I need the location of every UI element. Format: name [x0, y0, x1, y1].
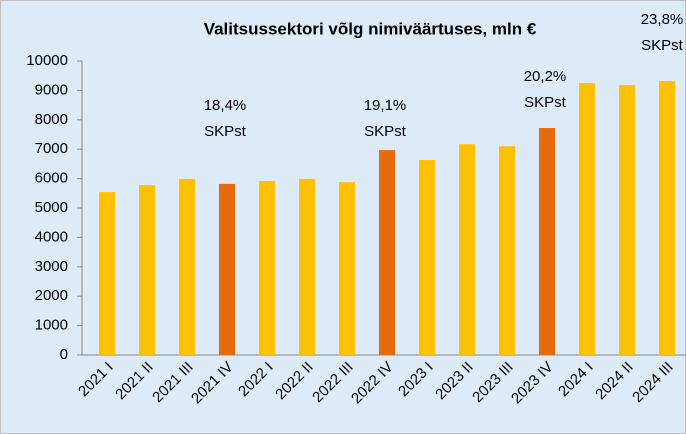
- bar: [139, 185, 155, 355]
- y-tick-label: 0: [60, 346, 68, 363]
- bar: [539, 128, 555, 355]
- bar: [579, 83, 595, 356]
- bar: [379, 150, 395, 355]
- bar: [99, 192, 115, 355]
- y-tick-label: 7000: [35, 140, 68, 157]
- x-tick-label: 2022 I: [235, 359, 277, 401]
- x-tick-label: 2021 II: [112, 359, 156, 403]
- annotation: 19,1%: [364, 97, 407, 114]
- y-tick-label: 10000: [26, 52, 68, 69]
- annotation: 18,4%: [204, 97, 247, 114]
- y-tick-label: 6000: [35, 170, 68, 187]
- annotation: SKPst: [641, 37, 684, 54]
- chart-title: Valitsussektori võlg nimiväärtuses, mln …: [204, 19, 537, 38]
- x-tick-label: 2022 IV: [348, 359, 397, 408]
- annotation: SKPst: [204, 123, 247, 140]
- x-tick-label: 2021 IV: [188, 359, 237, 408]
- y-tick-label: 5000: [35, 199, 68, 216]
- x-tick-label: 2023 IV: [508, 359, 557, 408]
- annotation: SKPst: [364, 123, 407, 140]
- bar: [619, 85, 635, 355]
- x-tick-label: 2023 II: [432, 359, 476, 403]
- x-tick-label: 2023 I: [395, 359, 437, 401]
- x-tick-label: 2024 III: [629, 359, 676, 406]
- x-tick-label: 2024 I: [555, 359, 597, 401]
- annotation: SKPst: [524, 94, 567, 111]
- x-tick-label: 2021 I: [75, 359, 117, 401]
- annotation: 23,8%: [641, 11, 684, 28]
- bar: [339, 182, 355, 355]
- bar: [419, 160, 435, 355]
- annotation: 20,2%: [524, 68, 567, 85]
- x-tick-label: 2024 II: [592, 359, 636, 403]
- bar: [259, 180, 275, 355]
- x-tick-label: 2021 III: [149, 359, 196, 406]
- x-tick-label: 2022 II: [272, 359, 316, 403]
- bar: [179, 178, 195, 355]
- bar: [499, 146, 515, 355]
- y-tick-label: 4000: [35, 228, 68, 245]
- y-tick-label: 9000: [35, 81, 68, 98]
- y-tick-label: 2000: [35, 287, 68, 304]
- x-tick-label: 2022 III: [309, 359, 356, 406]
- x-tick-label: 2023 III: [469, 359, 516, 406]
- y-tick-label: 8000: [35, 111, 68, 128]
- bar: [299, 178, 315, 355]
- bar: [219, 183, 235, 355]
- bar: [459, 144, 475, 355]
- y-tick-label: 1000: [35, 317, 68, 334]
- bar: [659, 80, 675, 355]
- y-tick-label: 3000: [35, 258, 68, 275]
